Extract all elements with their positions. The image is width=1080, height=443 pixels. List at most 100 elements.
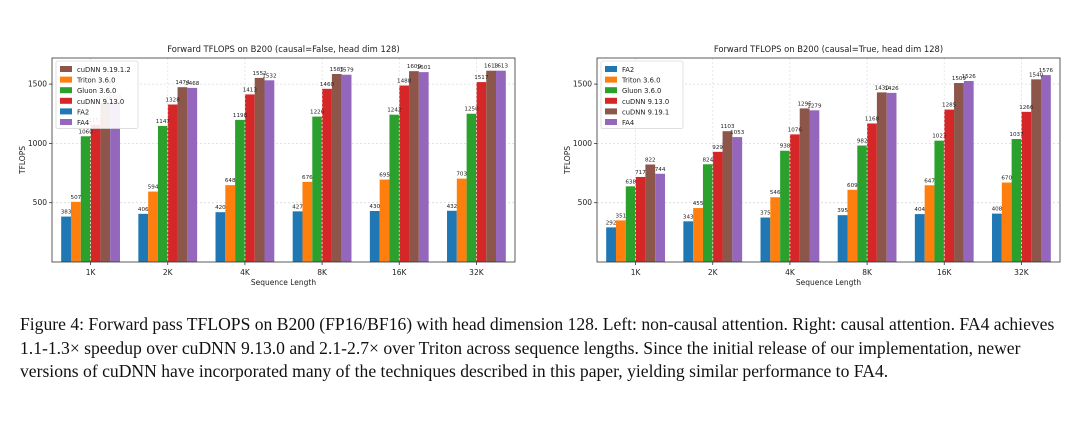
data-label: 1076	[788, 127, 803, 133]
legend-label: cuDNN 9.13.0	[622, 98, 669, 106]
bar-gluon-3-6-0-16k	[389, 114, 400, 262]
bar-cudnn-9-19-1-2-1k	[100, 102, 111, 262]
y-axis-label: TFLOPS	[563, 146, 572, 175]
x-tick-label: 16K	[937, 268, 953, 277]
bar-triton-3-6-0-32k	[1001, 182, 1012, 262]
bar-fa4-16k	[963, 81, 974, 262]
data-label: 1609	[407, 64, 422, 70]
bar-triton-3-6-0-2k	[148, 191, 158, 262]
chart-svg: 38350710601157134613551K4065941147132814…	[18, 44, 516, 287]
bar-cudnn-9-13-0-8k	[322, 88, 332, 262]
bar-fa4-16k	[418, 72, 429, 262]
legend-label: cuDNN 9.19.1.2	[77, 66, 131, 74]
bar-cudnn-9-19-1-2-16k	[409, 71, 419, 262]
legend-box	[55, 60, 139, 129]
legend-box	[600, 60, 684, 129]
data-label: 1226	[310, 110, 325, 116]
chart-title: Forward TFLOPS on B200 (causal=True, hea…	[714, 44, 943, 54]
bar-gluon-3-6-0-4k	[235, 119, 245, 263]
legend-label: FA2	[77, 108, 89, 116]
data-label: 1576	[1039, 68, 1054, 74]
legend: FA2 Triton 3.6.0 Gluon 3.6.0 cuDNN 9.13.0 cu…	[600, 60, 684, 129]
bars-group	[606, 75, 1051, 263]
chart-noncausal: 38350710601157134613551K4065941147132814…	[10, 40, 540, 295]
data-label: 430	[369, 204, 380, 210]
legend-swatch-cudnn-9-13-0	[60, 97, 72, 104]
data-label: 1552	[252, 71, 266, 77]
legend-swatch-triton-3-6-0	[60, 76, 72, 83]
data-label: 670	[1001, 176, 1012, 182]
bar-gluon-3-6-0-32k	[466, 113, 477, 262]
data-label: 1250	[464, 107, 479, 113]
data-label: 717	[635, 170, 646, 176]
y-tick-label: 1000	[573, 139, 592, 148]
bar-fa4-8k	[886, 92, 897, 262]
data-label: 929	[712, 145, 723, 151]
x-tick-label: 2K	[708, 268, 719, 277]
data-label: 1532	[262, 73, 276, 79]
bar-cudnn-9-13-0-16k	[399, 85, 410, 262]
y-axis-label: TFLOPS	[18, 146, 27, 175]
data-label: 1579	[339, 68, 354, 74]
legend-swatch-gluon-3-6-0	[605, 87, 617, 94]
bar-cudnn-9-19-1-16k	[954, 83, 964, 263]
bar-triton-3-6-0-2k	[693, 208, 703, 262]
bar-cudnn-9-19-1-2k	[722, 131, 733, 262]
figure-caption: Figure 4: Forward pass TFLOPS on B200 (F…	[20, 314, 1055, 381]
bar-cudnn-9-13-0-4k	[789, 134, 800, 262]
bar-fa4-2k	[732, 137, 743, 262]
y-tick-label: 1500	[28, 80, 47, 89]
x-tick-label: 1K	[631, 268, 642, 277]
data-label: 1242	[387, 108, 401, 114]
data-label: 1279	[807, 103, 822, 109]
data-label: 1430	[875, 85, 890, 91]
bar-cudnn-9-13-0-2k	[167, 104, 178, 262]
bar-cudnn-9-13-0-32k	[476, 82, 487, 262]
bar-cudnn-9-19-1-8k	[876, 92, 887, 262]
bar-fa4-2k	[187, 87, 198, 262]
legend-swatch-cudnn-9-19-1	[605, 108, 617, 115]
bar-fa4-1k	[110, 101, 120, 262]
legend-label: Triton 3.6.0	[621, 77, 660, 85]
data-label: 1613	[484, 64, 499, 70]
bar-cudnn-9-19-1-2-32k	[486, 70, 497, 262]
legend: cuDNN 9.19.1.2 Triton 3.6.0 Gluon 3.6.0 cuD…	[55, 60, 139, 129]
legend-label: FA4	[622, 119, 634, 127]
legend-label: FA2	[622, 66, 634, 74]
data-label: 1468	[185, 81, 200, 87]
bar-triton-3-6-0-16k	[379, 179, 390, 262]
y-tick-label: 1500	[573, 80, 592, 89]
y-tick-label: 500	[578, 198, 593, 207]
data-label: 404	[914, 207, 925, 213]
data-label: 375	[760, 211, 771, 217]
bar-triton-3-6-0-32k	[456, 178, 467, 262]
data-label: 938	[780, 144, 791, 150]
bar-fa2-32k	[992, 213, 1002, 262]
data-label: 432	[447, 204, 458, 210]
data-label: 1295	[797, 101, 812, 107]
legend-swatch-fa2	[605, 66, 617, 72]
data-label: 292	[606, 220, 617, 226]
data-label: 1328	[166, 97, 181, 103]
data-label: 383	[61, 210, 72, 216]
data-label: 822	[645, 158, 656, 164]
x-tick-label: 32K	[469, 268, 485, 277]
data-label: 1060	[79, 129, 94, 135]
x-tick-label: 32K	[1014, 268, 1030, 277]
data-label: 638	[625, 179, 636, 185]
data-label: 351	[616, 213, 627, 219]
bar-gluon-3-6-0-1k	[80, 136, 91, 262]
bar-cudnn-9-19-1-4k	[799, 108, 810, 262]
legend-label: FA4	[77, 119, 89, 127]
legend-swatch-fa4	[60, 119, 72, 125]
legend-swatch-cudnn-9-13-0	[605, 97, 617, 104]
bar-cudnn-9-19-1-32k	[1031, 79, 1042, 262]
data-label: 647	[924, 178, 935, 184]
data-label: 695	[379, 173, 390, 179]
bar-fa2-16k	[369, 211, 380, 262]
data-label: 1488	[397, 79, 412, 85]
bar-gluon-3-6-0-8k	[312, 116, 323, 262]
data-label: 676	[302, 175, 313, 181]
data-label: 1585	[330, 67, 345, 73]
